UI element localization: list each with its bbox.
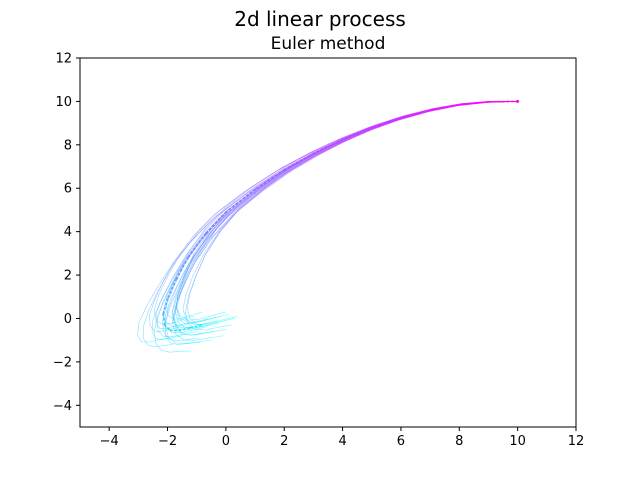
chart-title: Euler method bbox=[271, 34, 386, 54]
y-tick-label: −2 bbox=[53, 355, 72, 370]
y-tick-label: 10 bbox=[55, 95, 72, 110]
start-point bbox=[516, 100, 519, 103]
x-tick-label: 10 bbox=[509, 434, 526, 449]
x-tick-label: 4 bbox=[338, 434, 346, 449]
y-tick-label: 8 bbox=[64, 138, 72, 153]
y-tick-label: 12 bbox=[55, 52, 72, 67]
x-tick-label: 2 bbox=[280, 434, 288, 449]
x-tick-label: 12 bbox=[568, 434, 585, 449]
x-tick-label: −2 bbox=[158, 434, 177, 449]
y-tick-label: −4 bbox=[53, 399, 72, 414]
x-tick-label: 0 bbox=[222, 434, 230, 449]
x-tick-label: −4 bbox=[100, 434, 119, 449]
y-tick-label: 4 bbox=[64, 225, 72, 240]
x-tick-label: 8 bbox=[455, 434, 463, 449]
y-tick-label: 6 bbox=[64, 182, 72, 197]
x-tick-label: 6 bbox=[397, 434, 405, 449]
y-tick-label: 2 bbox=[64, 269, 72, 284]
y-tick-label: 0 bbox=[64, 312, 72, 327]
chart-suptitle: 2d linear process bbox=[234, 7, 406, 31]
